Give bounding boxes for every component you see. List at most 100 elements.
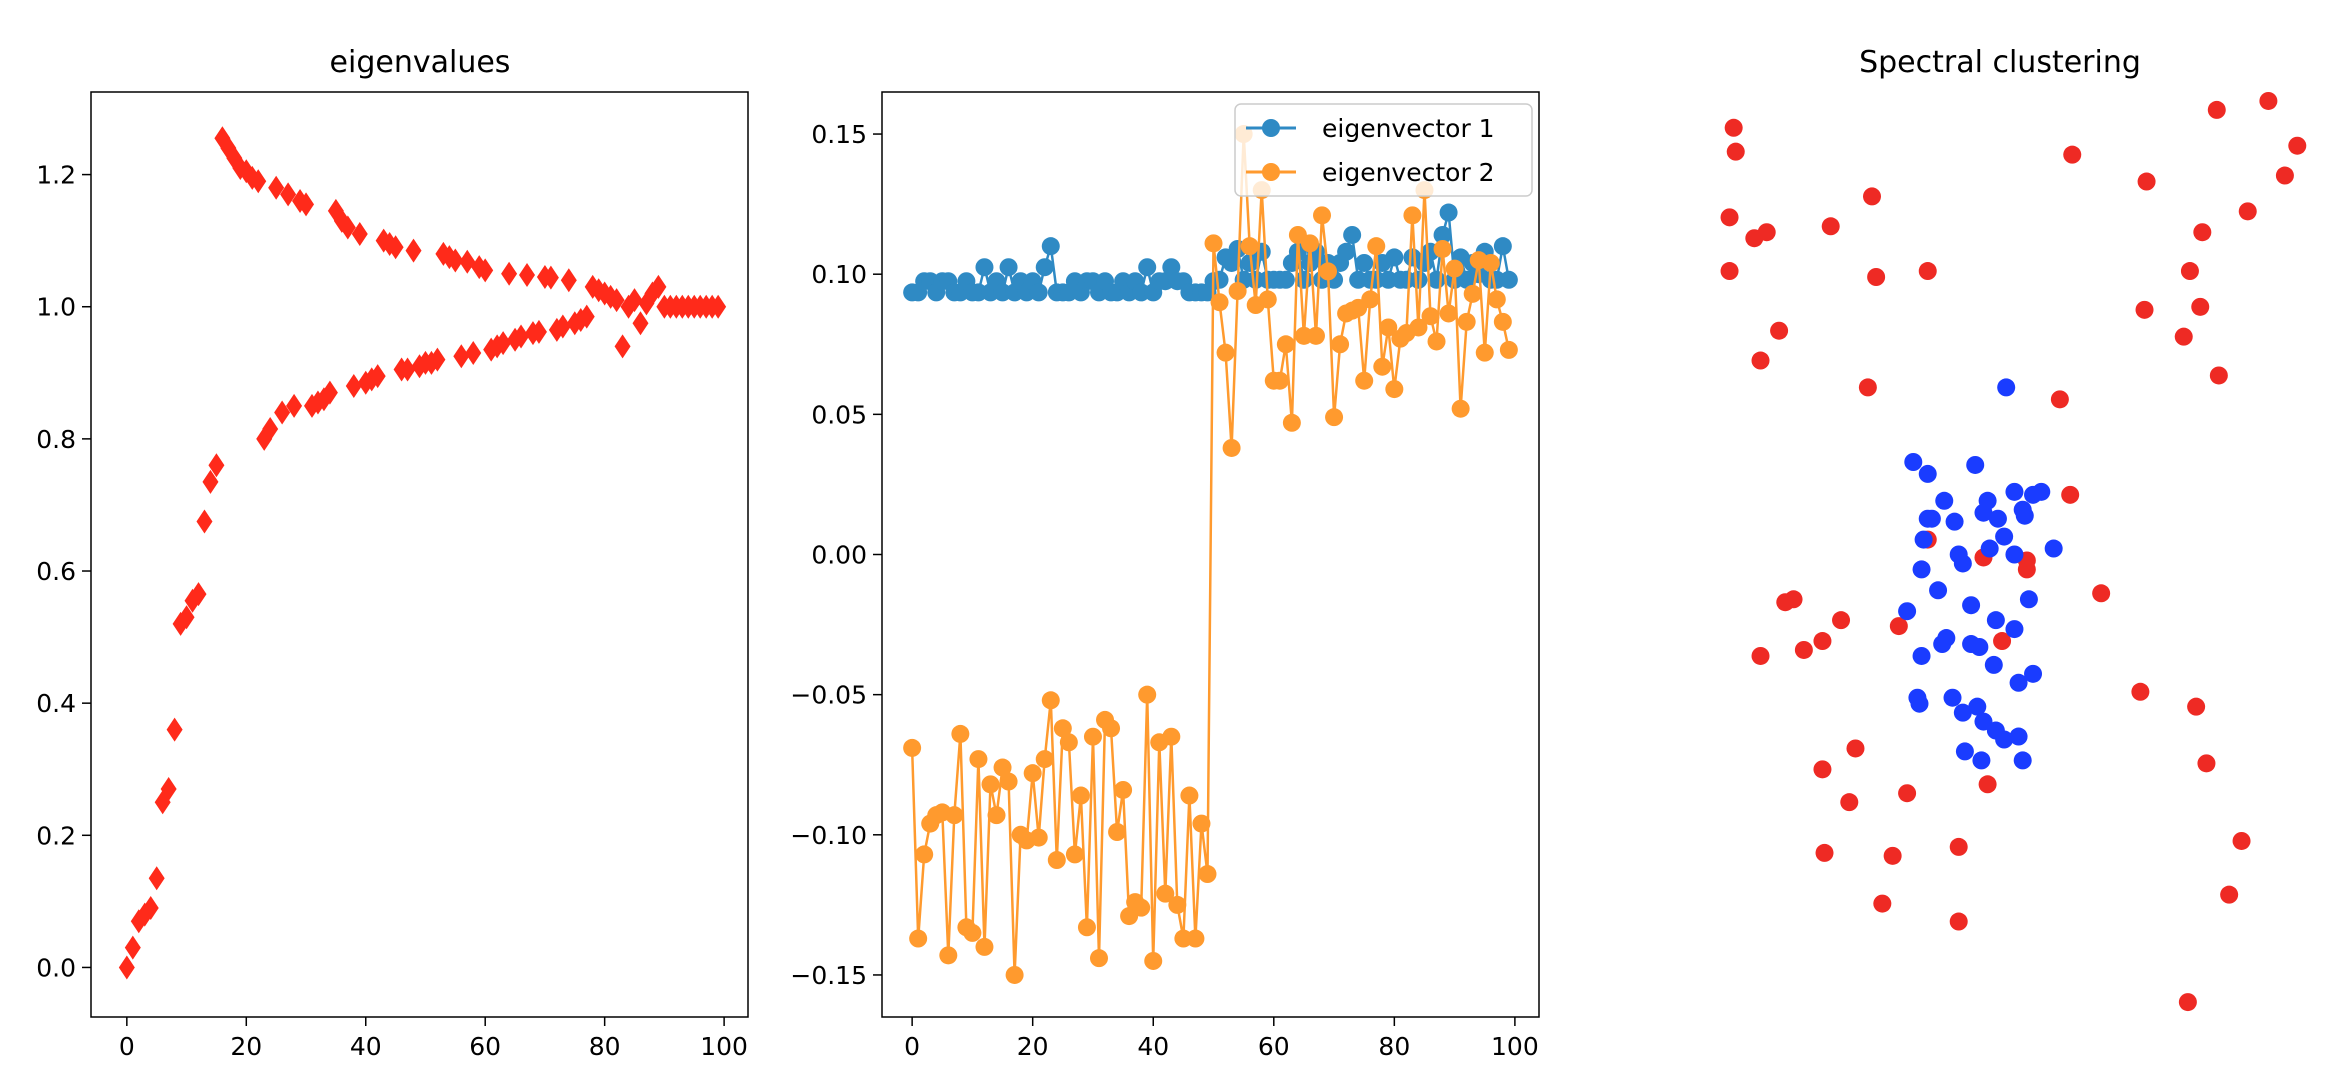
inner-cluster-point [1988,509,2007,528]
eigenvector-2-point [939,946,958,965]
eigenvalue-point [345,374,362,399]
outer-cluster-point [1889,617,1908,636]
outer-cluster-point [2288,136,2307,155]
outer-cluster-point [2232,831,2251,850]
eigenvalues-axes-frame [90,91,749,1018]
eigenvector-2-point [1162,727,1181,746]
outer-cluster-point [1949,912,1968,931]
outer-cluster-point [2220,885,2239,904]
y-tick-label: −0.10 [790,821,867,850]
eigenvalue-point [160,777,177,802]
eigenvector-2-point [1180,786,1199,805]
y-tick-label: 0.8 [36,425,76,454]
y-tick-label: 0.6 [36,557,76,586]
outer-cluster-point [2061,485,2080,504]
x-tick-label: 0 [119,1032,135,1061]
x-tick-label: 100 [1491,1032,1539,1061]
y-tick-label: 0.15 [811,120,867,149]
legend-box [1234,103,1533,197]
inner-cluster-point [1955,742,1974,761]
eigenvector-2-point [1168,895,1187,914]
outer-cluster-point [1832,611,1851,630]
outer-cluster-point [2017,560,2036,579]
eigenvalue-point [208,453,225,478]
inner-cluster-point [2019,590,2038,609]
eigenvector-2-point [1379,318,1398,337]
eigenvalue-point [351,222,368,247]
eigenvalue-point [118,955,135,980]
outer-cluster-point [1726,142,1745,161]
eigenvector-1-point [1041,237,1060,256]
eigenvector-2-point [1276,335,1295,354]
eigenvector-2-point [1451,399,1470,418]
eigenvalues-marks [118,126,727,980]
eigenvector-2-point [981,775,1000,794]
eigenvector-2-point [1306,326,1325,345]
spectral-clustering-marks [1720,91,2307,1012]
eigenvector-2-point [1409,318,1428,337]
eigenvalue-point [447,248,464,273]
eigenvalue-point [542,265,559,290]
x-tick-label: 100 [700,1032,748,1061]
inner-cluster-point [1910,694,1929,713]
eigenvalue-point [369,364,386,389]
eigenvector-2-point [975,937,994,956]
eigenvalue-point [387,235,404,260]
series-line-eigenvector-2 [910,133,1511,976]
outer-cluster-point [1745,229,1764,248]
inner-cluster-point [1997,378,2016,397]
inner-cluster-point [1962,596,1981,615]
eigenvector-1-point [1222,253,1241,272]
eigenvalue-point [560,268,577,293]
eigenvector-2-point [987,806,1006,825]
outer-cluster-point [1813,632,1832,651]
eigenvector-2-point [1053,719,1072,738]
eigenvalue-point [453,344,470,369]
eigenvector-2-point [1457,312,1476,331]
outer-cluster-point [1898,784,1917,803]
eigenvector-1-point [1493,237,1512,256]
eigenvector-1-point [975,258,994,277]
eigenvector-2-point [1367,237,1386,256]
inner-cluster-point [1974,712,1993,731]
eigenvalue-point [608,288,625,313]
inner-cluster-point [1980,539,1999,558]
outer-cluster-point [2191,297,2210,316]
inner-cluster-point [1966,455,1985,474]
inner-cluster-point [2013,500,2032,519]
eigenvector-1-point [1240,253,1259,272]
eigenvalue-point [459,249,476,274]
outer-cluster-point [2180,262,2199,281]
outer-cluster-point [1863,187,1881,206]
outer-cluster-point [1794,640,1813,659]
eigenvector-2-point [1102,719,1121,738]
inner-cluster-point [1974,503,1993,522]
eigenvector-2-point [1228,282,1247,301]
eigenvector-2-point [1005,965,1024,984]
inner-cluster-point [2024,664,2043,683]
outer-cluster-point [1858,378,1877,397]
eigenvector-2-point [1083,727,1102,746]
eigenvector-2-point [1023,764,1042,783]
y-tick-label: 1.0 [36,293,76,322]
x-tick-label: 0 [904,1032,920,1061]
outer-cluster-point [2193,223,2212,242]
outer-cluster-point [1978,775,1997,794]
eigenvalue-point [614,334,631,359]
outer-cluster-point [1784,590,1803,609]
eigenvector-2-point [1300,234,1319,253]
x-tick-label: 40 [1137,1032,1169,1061]
y-tick-label: −0.15 [790,961,867,990]
outer-cluster-point [2174,327,2193,346]
inner-cluster-point [1995,730,2014,749]
inner-cluster-point [2032,482,2051,501]
outer-cluster-point [2092,584,2111,603]
eigenvector-2-point [1319,262,1338,281]
eigenvector-2-point [1385,380,1404,399]
eigenvector-2-point [1114,780,1133,799]
eigenvector-2-point [1373,357,1392,376]
eigenvectors-ticks: 0 20 40 60 80 100 −0.15 −0.10 −0.05 0.00 0.05 0.10 0… [790,120,1538,1061]
eigenvector-1-point [999,258,1018,277]
y-tick-label: 0.00 [811,541,867,570]
outer-cluster-point [2275,166,2294,185]
